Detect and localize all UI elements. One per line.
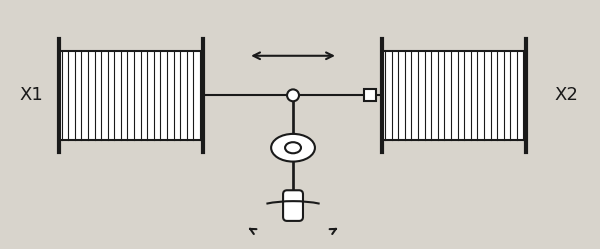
FancyBboxPatch shape xyxy=(283,190,303,221)
Text: X2: X2 xyxy=(555,86,578,104)
Bar xyxy=(364,89,376,101)
Ellipse shape xyxy=(271,134,315,162)
Text: X1: X1 xyxy=(19,86,43,104)
Circle shape xyxy=(287,89,299,101)
Ellipse shape xyxy=(285,142,301,153)
Bar xyxy=(59,51,203,140)
Bar xyxy=(382,51,526,140)
